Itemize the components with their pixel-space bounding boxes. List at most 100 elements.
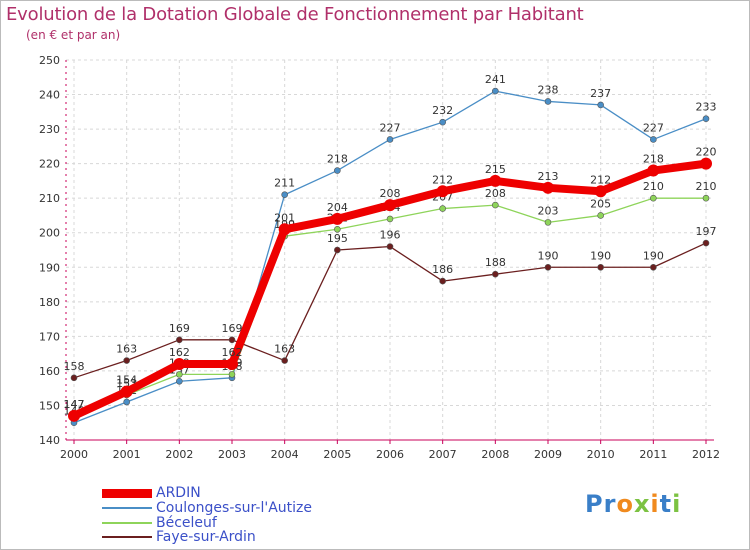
data-point — [544, 219, 552, 226]
legend-label: ARDIN — [156, 485, 201, 501]
logo-letter: r — [603, 490, 617, 518]
data-point — [650, 263, 657, 271]
data-label: 232 — [432, 104, 453, 117]
x-tick-label: 2012 — [692, 448, 720, 461]
logo-letter: i — [650, 490, 660, 518]
data-point — [492, 87, 499, 95]
data-label: 227 — [643, 121, 664, 134]
data-label: 190 — [590, 249, 611, 262]
x-tick-label: 2002 — [165, 448, 193, 461]
data-point — [384, 199, 396, 212]
chart-subtitle: (en € et par an) — [26, 28, 121, 42]
legend-item-beceleuf: Béceleuf — [102, 515, 217, 531]
data-point — [650, 194, 657, 202]
legend-item-faye: Faye-sur-Ardin — [102, 529, 256, 545]
data-point — [492, 270, 499, 278]
logo-letter: t — [659, 490, 673, 518]
data-label: 186 — [432, 263, 453, 276]
data-point — [228, 371, 236, 378]
data-label: 190 — [643, 249, 664, 262]
x-tick-label: 2007 — [429, 448, 457, 461]
data-label: 203 — [538, 204, 559, 217]
data-point — [436, 185, 449, 198]
data-label: 212 — [590, 173, 611, 186]
x-tick-label: 2001 — [113, 448, 141, 461]
x-tick-label: 2003 — [218, 448, 246, 461]
data-point — [123, 398, 130, 406]
data-label: 162 — [169, 346, 190, 359]
legend-label: Coulonges-sur-l'Autize — [156, 500, 312, 516]
x-tick-label: 2000 — [60, 448, 88, 461]
data-label: 154 — [116, 374, 137, 387]
x-tick-label: 2009 — [534, 448, 562, 461]
data-point — [120, 385, 133, 398]
proxiti-logo: Proxiti — [585, 490, 681, 518]
legend-swatch — [102, 536, 152, 538]
y-tick-label: 150 — [39, 399, 60, 412]
data-point — [647, 164, 660, 177]
data-point — [281, 191, 288, 199]
legend-item-coulonges: Coulonges-sur-l'Autize — [102, 500, 312, 516]
data-point — [334, 167, 341, 174]
data-point — [386, 136, 394, 143]
data-point — [702, 115, 710, 123]
data-point — [594, 185, 607, 198]
data-point — [542, 181, 554, 194]
data-label: 204 — [327, 201, 348, 214]
y-tick-label: 170 — [39, 330, 60, 343]
data-label: 208 — [380, 187, 401, 200]
data-point — [173, 358, 186, 370]
data-label: 188 — [485, 256, 506, 269]
data-point — [597, 263, 604, 271]
legend-swatch — [102, 488, 152, 498]
y-tick-label: 180 — [39, 296, 60, 309]
data-point — [226, 358, 238, 370]
data-point — [331, 212, 344, 225]
data-point — [597, 101, 604, 109]
x-tick-label: 2011 — [639, 448, 667, 461]
data-point — [176, 377, 183, 385]
data-label: 210 — [696, 180, 717, 193]
data-label: 190 — [538, 249, 559, 262]
data-label: 197 — [696, 225, 717, 238]
data-label: 227 — [380, 121, 401, 134]
logo-letter: o — [616, 490, 634, 518]
x-tick-label: 2004 — [271, 448, 299, 461]
data-point — [597, 212, 604, 219]
y-tick-label: 250 — [39, 54, 60, 67]
data-point — [386, 243, 394, 250]
logo-letter: x — [633, 490, 651, 518]
data-point — [702, 239, 710, 247]
y-tick-label: 140 — [39, 434, 60, 447]
legend-swatch — [102, 507, 152, 509]
data-point — [70, 374, 78, 382]
data-label: 241 — [485, 73, 506, 86]
data-point — [650, 136, 657, 143]
data-point — [334, 246, 341, 254]
data-label: 169 — [222, 322, 243, 335]
y-tick-label: 160 — [39, 365, 60, 378]
x-tick-label: 2010 — [587, 448, 615, 461]
data-point — [489, 174, 502, 187]
y-tick-label: 220 — [39, 158, 60, 171]
data-point — [439, 277, 446, 285]
data-label: 147 — [64, 398, 85, 411]
x-tick-label: 2006 — [376, 448, 404, 461]
data-point — [439, 118, 446, 126]
data-point — [176, 336, 183, 344]
y-tick-label: 200 — [39, 227, 60, 240]
data-label: 212 — [432, 173, 453, 186]
x-tick-label: 2008 — [481, 448, 509, 461]
data-label: 218 — [327, 153, 348, 166]
legend-item-ardin: ARDIN — [102, 485, 201, 501]
logo-letter: P — [585, 490, 604, 518]
legend-label: Béceleuf — [156, 515, 217, 531]
y-tick-label: 210 — [39, 192, 60, 205]
data-label: 201 — [274, 211, 295, 224]
data-point — [492, 201, 499, 209]
data-label: 218 — [643, 153, 664, 166]
data-label: 233 — [696, 101, 717, 114]
data-label: 208 — [485, 187, 506, 200]
y-tick-label: 240 — [39, 89, 60, 102]
